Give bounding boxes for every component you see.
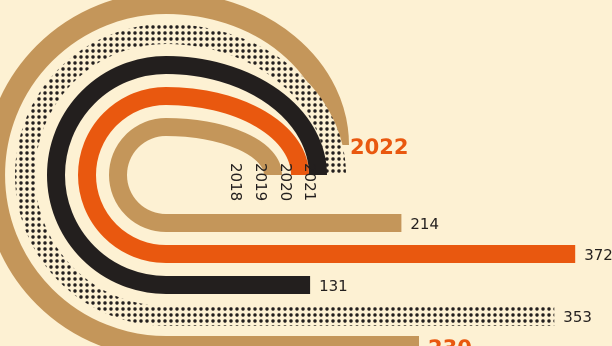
category-label-2018: 2018 xyxy=(227,163,245,201)
value-label-2021: 353 xyxy=(563,308,592,326)
bar-2022 xyxy=(0,0,419,346)
category-label-2021: 2021 xyxy=(301,163,319,201)
category-label-2020: 2020 xyxy=(277,163,295,201)
value-label-2022: 230 xyxy=(428,336,472,346)
value-label-2020: 131 xyxy=(319,277,348,295)
bar-2020 xyxy=(47,55,327,294)
category-label-2022: 2022 xyxy=(350,135,408,159)
category-label-2019: 2019 xyxy=(252,163,270,201)
bar-2018 xyxy=(109,117,402,232)
value-label-2018: 214 xyxy=(410,215,439,233)
bar-2021 xyxy=(15,23,555,326)
value-label-2019: 372 xyxy=(584,246,612,264)
bar-2019 xyxy=(78,86,576,263)
